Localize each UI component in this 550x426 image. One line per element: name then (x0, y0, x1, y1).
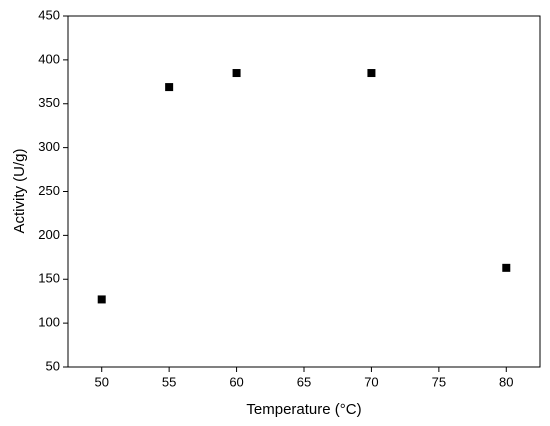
y-tick-label: 350 (38, 95, 60, 110)
y-tick-label: 250 (38, 183, 60, 198)
y-tick-label: 150 (38, 271, 60, 286)
x-tick-label: 80 (499, 374, 513, 389)
y-tick-label: 450 (38, 7, 60, 22)
point (367, 69, 376, 78)
point (502, 263, 511, 272)
point (232, 69, 241, 78)
y-tick-label: 200 (38, 227, 60, 242)
point (97, 295, 106, 304)
x-tick-label: 75 (432, 374, 446, 389)
plot-frame (67, 15, 541, 368)
y-tick-label: 400 (38, 51, 60, 66)
point (165, 83, 174, 92)
y-axis-title: Activity (U/g) (11, 148, 28, 233)
x-tick-label: 70 (364, 374, 378, 389)
x-tick-label: 55 (162, 374, 176, 389)
y-tick-label: 300 (38, 139, 60, 154)
y-tick-label: 50 (46, 358, 60, 373)
x-tick-label: 60 (229, 374, 243, 389)
x-tick-label: 65 (297, 374, 311, 389)
y-tick-label: 100 (38, 315, 60, 330)
x-tick-label: 50 (94, 374, 108, 389)
x-axis-title: Temperature (°C) (246, 401, 361, 418)
